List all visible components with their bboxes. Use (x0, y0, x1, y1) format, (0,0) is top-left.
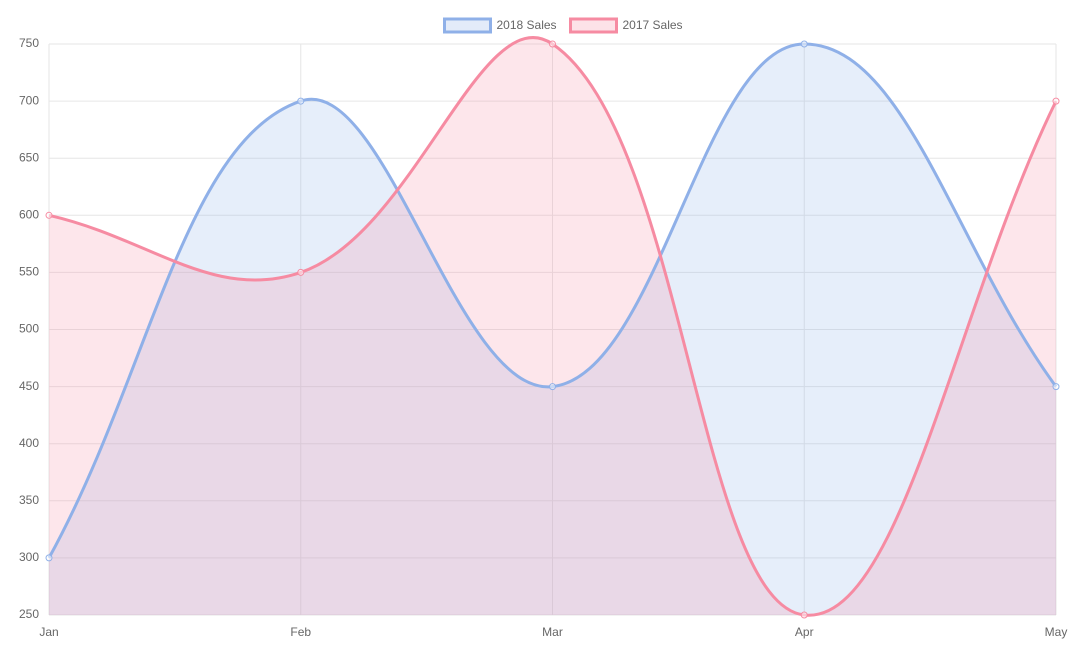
data-point (297, 97, 305, 105)
legend-swatch (443, 17, 492, 34)
y-tick-label: 400 (19, 436, 39, 450)
y-tick-label: 500 (19, 322, 39, 336)
data-point (800, 611, 808, 619)
data-point (1052, 97, 1060, 105)
y-tick-label: 450 (19, 379, 39, 393)
x-tick-label: May (1045, 625, 1068, 639)
y-tick-label: 600 (19, 207, 39, 221)
y-tick-label: 300 (19, 550, 39, 564)
x-tick-label: Mar (542, 625, 563, 639)
series-area (49, 44, 1056, 615)
data-point (45, 211, 53, 219)
data-point (549, 40, 556, 48)
data-point (297, 268, 305, 276)
y-tick-label: 550 (19, 265, 39, 279)
legend-label: 2018 Sales (497, 18, 557, 32)
data-point (549, 383, 556, 391)
data-point (800, 40, 808, 48)
y-tick-label: 650 (19, 150, 39, 164)
data-point (45, 554, 53, 562)
data-point (1052, 383, 1060, 391)
y-tick-label: 750 (19, 36, 39, 50)
legend-label: 2017 Sales (623, 18, 683, 32)
y-tick-label: 250 (19, 607, 39, 621)
x-tick-label: Feb (290, 625, 311, 639)
x-tick-label: Jan (39, 625, 58, 639)
legend-swatch (569, 17, 618, 34)
x-tick-label: Apr (795, 625, 814, 639)
y-tick-label: 700 (19, 93, 39, 107)
y-tick-label: 350 (19, 493, 39, 507)
series-line (48, 36, 1058, 617)
series-area (49, 37, 1056, 616)
